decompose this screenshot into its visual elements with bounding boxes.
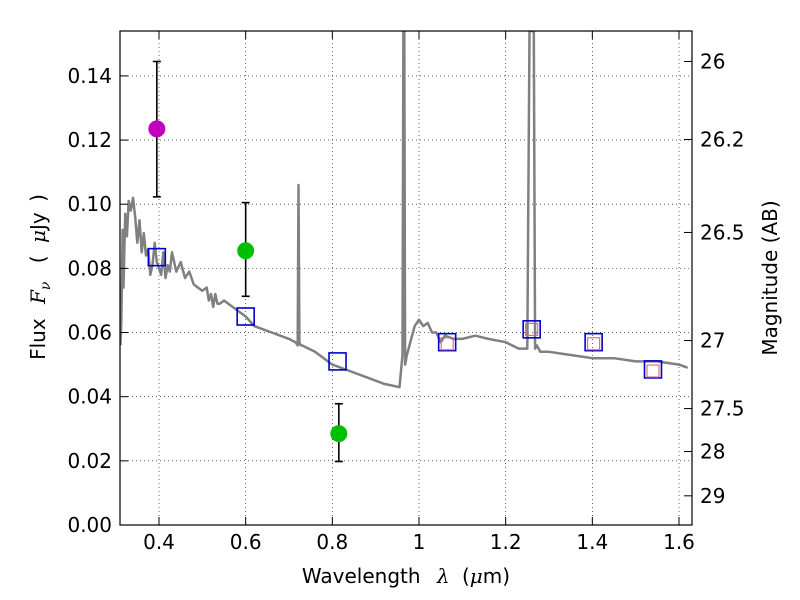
y2-tick-label: 29 bbox=[700, 484, 725, 508]
model-photometry-square bbox=[328, 352, 347, 371]
spectrum-layer bbox=[120, 31, 689, 389]
tick-marks bbox=[120, 31, 692, 526]
y-tick-label: 0.12 bbox=[67, 128, 112, 152]
x-tick-label: 0.8 bbox=[316, 530, 348, 554]
y2-tick-label: 26.2 bbox=[700, 127, 745, 151]
y-tick-label: 0.08 bbox=[67, 256, 112, 280]
observed-photometry-square bbox=[440, 337, 454, 351]
model-photometry-square bbox=[236, 307, 255, 326]
y2-axis-label: Magnitude (AB) bbox=[758, 200, 782, 355]
y2-tick-label: 26 bbox=[700, 49, 725, 73]
x-tick-label: 0.6 bbox=[230, 530, 262, 554]
observed-photometry-square bbox=[646, 364, 660, 378]
y-tick-label: 0.00 bbox=[67, 513, 112, 537]
x-tick-label: 1.4 bbox=[576, 530, 608, 554]
y-tick-label: 0.04 bbox=[67, 385, 112, 409]
y2-tick-label: 26.5 bbox=[700, 220, 745, 244]
y-tick-labels: 0.00 0.02 0.04 0.06 0.08 0.10 0.12 0.14 bbox=[67, 64, 112, 537]
spectrum-line bbox=[120, 31, 689, 389]
plot-frame bbox=[119, 30, 693, 526]
y2-tick-label: 28 bbox=[700, 440, 725, 464]
y-tick-label: 0.06 bbox=[67, 321, 112, 345]
x-tick-label: 1.2 bbox=[490, 530, 522, 554]
y2-tick-label: 27.5 bbox=[700, 397, 745, 421]
observed-flux-point bbox=[237, 242, 255, 260]
observed-photometry-square bbox=[525, 322, 539, 336]
y-tick-label: 0.10 bbox=[67, 192, 112, 216]
y-tick-label: 0.14 bbox=[67, 64, 112, 88]
observed-photometry-square bbox=[587, 337, 601, 351]
x-axis-label: Wavelength λ (μm) bbox=[302, 564, 510, 588]
model-photometry-square bbox=[584, 332, 603, 352]
marker-layer bbox=[147, 60, 663, 463]
observed-flux-point bbox=[330, 425, 348, 443]
y-axis-label: Flux Fν ( μJy ) bbox=[26, 194, 55, 360]
model-photometry-square bbox=[643, 360, 663, 379]
x-tick-label: 1 bbox=[413, 530, 426, 554]
y-tick-label: 0.02 bbox=[67, 449, 112, 473]
x-tick-labels: 0.4 0.6 0.8 1 1.2 1.4 1.6 bbox=[143, 530, 695, 554]
observed-flux-point bbox=[148, 120, 166, 138]
model-photometry-square bbox=[437, 332, 457, 352]
x-tick-label: 1.6 bbox=[663, 530, 695, 554]
model-photometry-square bbox=[147, 247, 167, 267]
y2-tick-labels: 26 26.2 26.5 27 27.5 28 29 bbox=[700, 49, 745, 507]
model-photometry-square bbox=[522, 320, 541, 339]
y2-tick-label: 27 bbox=[700, 329, 725, 353]
x-tick-label: 0.4 bbox=[143, 530, 175, 554]
